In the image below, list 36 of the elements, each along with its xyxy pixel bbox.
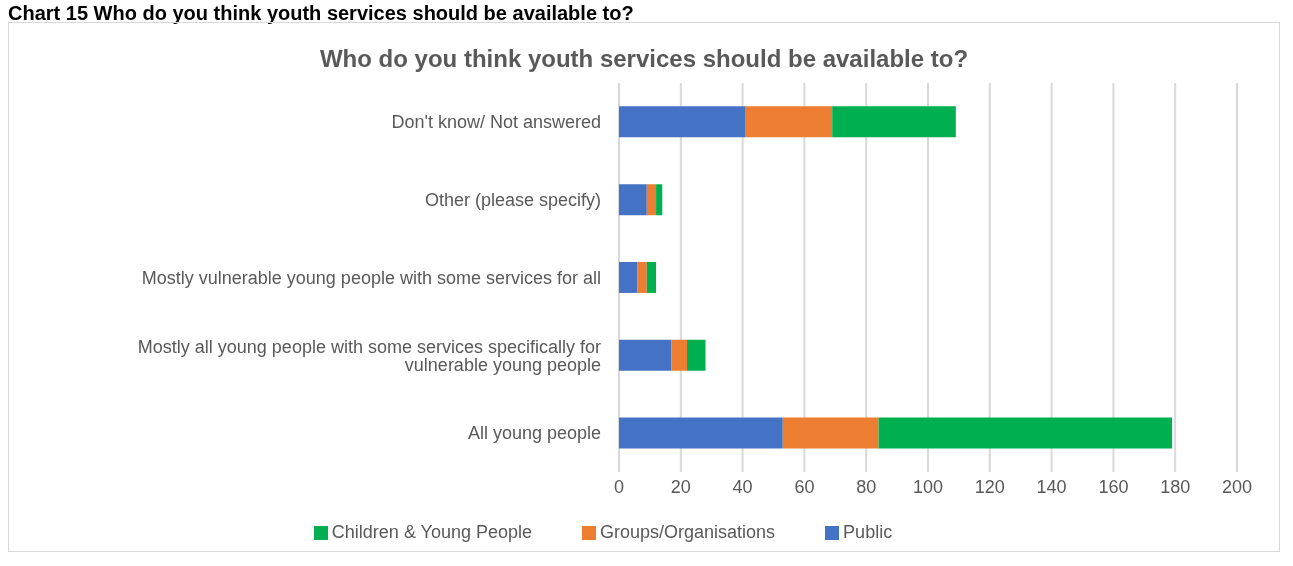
x-tick-label: 60 <box>794 476 815 497</box>
x-tick-label: 0 <box>613 476 625 497</box>
x-tick-label: 100 <box>912 476 944 497</box>
legend-label: Groups/Organisations <box>600 522 776 542</box>
caption: Chart 15 Who do you think youth services should be available to? <box>8 2 635 24</box>
legend-label: Public <box>843 522 893 542</box>
bar <box>646 261 657 293</box>
bar <box>745 106 833 138</box>
bar <box>671 339 687 371</box>
y-tick-label: Mostly vulnerable young people with some services for all <box>141 267 601 288</box>
bar <box>656 184 663 216</box>
x-tick-label: 180 <box>1160 476 1191 497</box>
bar <box>832 106 956 138</box>
y-tick-label: Other (please specify) <box>424 190 601 211</box>
x-tick-label: 40 <box>732 476 753 497</box>
chart-title: Who do you think youth services should be available to? <box>318 45 970 73</box>
bar <box>619 184 647 216</box>
bar <box>619 339 672 371</box>
x-tick-label: 160 <box>1098 476 1129 497</box>
bar <box>619 261 638 293</box>
x-tick-label: 140 <box>1036 476 1067 497</box>
x-tick-label: 120 <box>974 476 1005 497</box>
x-tick-label: 200 <box>1221 476 1253 497</box>
bar <box>878 417 1173 449</box>
x-tick-label: 80 <box>856 476 877 497</box>
y-tick-label: All young people <box>467 423 601 444</box>
y-tick-label: Mostly all young people with some services specifically for vulnerable young people <box>137 336 601 375</box>
bar <box>637 261 647 293</box>
bar <box>619 417 783 449</box>
bar <box>686 339 706 371</box>
bar <box>619 106 746 138</box>
y-tick-label: Don't know/ Not answered <box>391 112 601 133</box>
legend-label: Children & Young People <box>331 522 533 542</box>
bar <box>646 184 657 216</box>
bar <box>782 417 879 449</box>
x-tick-label: 20 <box>670 476 691 497</box>
